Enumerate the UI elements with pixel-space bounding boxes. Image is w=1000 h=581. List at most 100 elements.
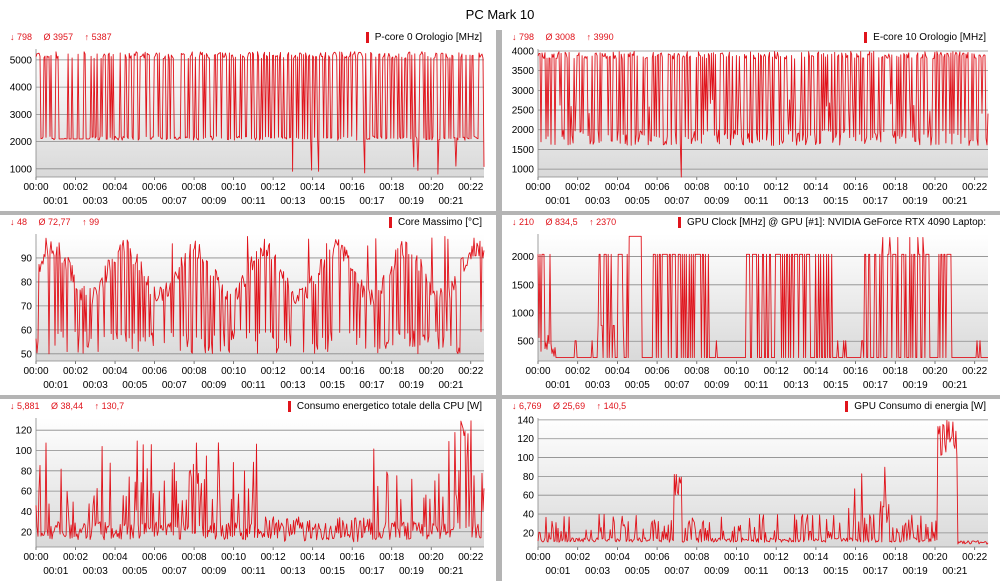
x-tick-label: 00:02 xyxy=(63,366,88,377)
x-tick-label: 00:06 xyxy=(645,182,670,193)
x-tick-label: 00:19 xyxy=(903,196,928,207)
x-tick-label: 00:05 xyxy=(625,380,650,391)
x-tick-label: 00:08 xyxy=(182,182,207,193)
y-tick-label: 70 xyxy=(21,301,33,312)
x-tick-label: 00:11 xyxy=(241,566,266,577)
x-tick-label: 00:16 xyxy=(843,182,868,193)
x-tick-label: 00:22 xyxy=(458,366,483,377)
x-tick-label: 00:14 xyxy=(300,366,325,377)
chart-title: P-core 0 Orologio [MHz] xyxy=(365,32,482,43)
stat-avg: Ø 3957 xyxy=(43,32,74,42)
x-tick-label: 00:10 xyxy=(221,182,246,193)
x-tick-label: 00:07 xyxy=(162,566,187,577)
x-tick-label: 00:07 xyxy=(664,566,689,577)
x-tick-label: 00:03 xyxy=(585,196,610,207)
x-tick-label: 00:09 xyxy=(201,196,226,207)
stat-max: ↑ 3990 xyxy=(586,32,614,42)
x-tick-label: 00:08 xyxy=(182,366,207,377)
x-tick-label: 00:01 xyxy=(545,196,570,207)
stat-min: ↓ 6,769 xyxy=(512,401,542,411)
x-tick-label: 00:09 xyxy=(704,380,729,391)
x-tick-label: 00:19 xyxy=(399,196,424,207)
x-tick-label: 00:07 xyxy=(162,380,187,391)
x-tick-label: 00:08 xyxy=(182,552,207,563)
series-line xyxy=(35,236,485,355)
x-tick-label: 00:02 xyxy=(565,182,590,193)
x-tick-label: 00:15 xyxy=(823,566,848,577)
x-tick-label: 00:00 xyxy=(525,182,550,193)
x-tick-label: 00:09 xyxy=(704,566,729,577)
chart-svg-gpu-clock: 500 1000 1500 2000 00:00 00:02 00:04 00:06 00:08… xyxy=(512,234,988,391)
x-tick-label: 00:12 xyxy=(261,366,286,377)
x-tick-label: 00:20 xyxy=(922,366,947,377)
stats-row: ↓ 6,769 Ø 25,69 ↑ 140,5 xyxy=(512,401,635,411)
x-tick-label: 00:22 xyxy=(962,552,987,563)
x-tick-label: 00:05 xyxy=(122,566,147,577)
x-tick-label: 00:08 xyxy=(684,366,709,377)
x-tick-label: 00:01 xyxy=(43,196,68,207)
x-tick-label: 00:15 xyxy=(823,196,848,207)
x-tick-label: 00:15 xyxy=(823,380,848,391)
x-tick-label: 00:16 xyxy=(340,366,365,377)
chart-panel-pcore-clock: 1000 2000 3000 4000 5000 00:00 00:02 00:04 00:06… xyxy=(0,30,496,211)
x-tick-label: 00:07 xyxy=(162,196,187,207)
x-tick-label: 00:21 xyxy=(942,380,967,391)
x-tick-label: 00:04 xyxy=(103,182,128,193)
x-tick-label: 00:10 xyxy=(221,552,246,563)
y-tick-label: 2000 xyxy=(512,252,535,263)
x-tick-label: 00:13 xyxy=(280,380,305,391)
stat-avg: Ø 834,5 xyxy=(545,217,578,227)
y-tick-label: 120 xyxy=(15,426,32,437)
y-tick-label: 100 xyxy=(15,446,32,457)
x-tick-label: 00:01 xyxy=(43,566,68,577)
y-tick-label: 1000 xyxy=(512,309,535,320)
y-tick-label: 20 xyxy=(523,528,535,539)
chart-title: GPU Clock [MHz] @ GPU [#1]: NVIDIA GeFor… xyxy=(678,217,986,228)
x-tick-label: 00:02 xyxy=(63,552,88,563)
y-tick-label: 4000 xyxy=(10,83,33,94)
x-tick-label: 00:10 xyxy=(221,366,246,377)
chart-svg-pcore-clock: 1000 2000 3000 4000 5000 00:00 00:02 00:04 00:06… xyxy=(10,49,485,207)
x-tick-label: 00:13 xyxy=(280,566,305,577)
x-tick-label: 00:02 xyxy=(63,182,88,193)
y-tick-label: 40 xyxy=(523,510,535,521)
chart-panel-ecore-clock: 1000 1500 2000 2500 3000 3500 4000 00:00 00:02 00… xyxy=(502,30,1000,211)
y-tick-label: 60 xyxy=(21,325,33,336)
x-tick-label: 00:00 xyxy=(525,552,550,563)
x-tick-label: 00:19 xyxy=(903,380,928,391)
x-tick-label: 00:20 xyxy=(922,182,947,193)
x-tick-label: 00:10 xyxy=(724,366,749,377)
y-tick-label: 3000 xyxy=(10,110,33,121)
x-tick-label: 00:11 xyxy=(744,566,769,577)
x-tick-label: 00:09 xyxy=(201,380,226,391)
x-tick-label: 00:02 xyxy=(565,552,590,563)
x-tick-label: 00:21 xyxy=(438,196,463,207)
chart-svg-gpu-power: 20 40 60 80 100 120 140 00:00 00:02 00:04 00:06 00:… xyxy=(517,415,989,577)
chart-panel-gpu-power: 20 40 60 80 100 120 140 00:00 00:02 00:04 00:06 00:… xyxy=(502,399,1000,581)
x-tick-label: 00:03 xyxy=(83,196,108,207)
x-tick-label: 00:15 xyxy=(320,380,345,391)
y-tick-label: 120 xyxy=(517,434,534,445)
chart-panel-gpu-clock: 500 1000 1500 2000 00:00 00:02 00:04 00:06 00:08… xyxy=(502,215,1000,395)
x-tick-label: 00:16 xyxy=(340,552,365,563)
x-tick-label: 00:06 xyxy=(645,552,670,563)
stat-min: ↓ 48 xyxy=(10,217,28,227)
x-tick-label: 00:11 xyxy=(241,196,266,207)
y-tick-label: 3000 xyxy=(512,86,535,97)
x-tick-label: 00:19 xyxy=(399,566,424,577)
x-tick-label: 00:17 xyxy=(863,380,888,391)
y-tick-label: 4000 xyxy=(512,46,535,57)
x-tick-label: 00:06 xyxy=(142,182,167,193)
x-tick-label: 00:18 xyxy=(379,182,404,193)
x-tick-label: 00:11 xyxy=(744,380,769,391)
x-tick-label: 00:16 xyxy=(340,182,365,193)
y-tick-label: 2000 xyxy=(10,137,33,148)
x-tick-label: 00:15 xyxy=(320,196,345,207)
chart-title: E-core 10 Orologio [MHz] xyxy=(864,32,986,43)
series-line xyxy=(537,235,988,359)
x-tick-label: 00:22 xyxy=(962,366,987,377)
x-tick-label: 00:04 xyxy=(605,366,630,377)
x-tick-label: 00:14 xyxy=(803,552,828,563)
y-tick-label: 80 xyxy=(523,472,535,483)
x-tick-label: 00:05 xyxy=(625,196,650,207)
